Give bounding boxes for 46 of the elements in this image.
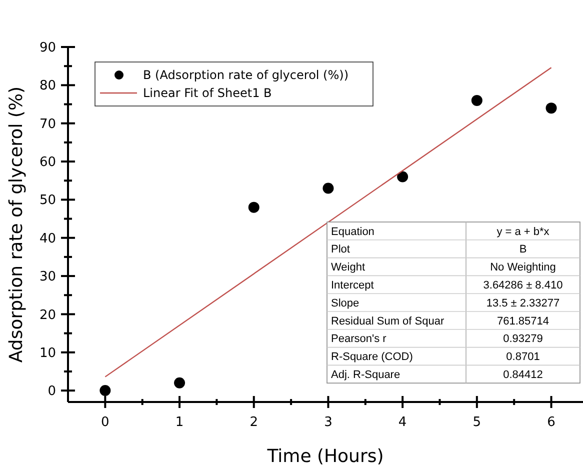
legend-label: B (Adsorption rate of glycerol (%))	[143, 68, 348, 82]
annotation: No Weighting	[490, 262, 556, 274]
annotation: Equation	[331, 226, 374, 238]
point	[322, 182, 334, 194]
annotation: Weight	[331, 262, 366, 274]
point	[100, 385, 111, 396]
y-tick-label: 80	[39, 78, 56, 94]
annotation: Plot	[331, 244, 350, 256]
legend-label: Linear Fit of Sheet1 B	[143, 86, 272, 100]
annotation: Residual Sum of Squar	[331, 315, 444, 328]
y-tick-label: 70	[39, 116, 56, 132]
x-tick-label: 3	[324, 415, 332, 430]
x-axis-title: Time (Hours)	[266, 446, 384, 467]
annotation: R-Square (COD)	[331, 351, 413, 364]
point	[174, 377, 186, 388]
point	[397, 171, 408, 182]
annotation: 3.64286 ± 8.410	[483, 280, 563, 292]
annotation: Adj. R-Square	[331, 369, 400, 381]
y-tick-label: 60	[39, 155, 56, 170]
y-tick-label: 40	[39, 231, 56, 246]
point	[248, 202, 260, 213]
y-tick-label: 10	[39, 346, 56, 361]
annotation: 0.8701	[506, 351, 540, 364]
x-tick-label: 4	[398, 415, 407, 430]
annotation: y = a + b*x	[496, 226, 550, 238]
annotation: 13.5 ± 2.33277	[486, 297, 560, 310]
y-tick-label: 0	[48, 384, 56, 400]
annotation: Slope	[331, 297, 360, 310]
x-tick-label: 6	[547, 415, 556, 430]
x-tick-label: 1	[175, 415, 184, 430]
y-tick-label: 90	[39, 40, 56, 56]
point	[546, 102, 557, 114]
y-tick-label: 50	[39, 193, 56, 208]
x-tick-label: 5	[472, 415, 482, 430]
annotation: Intercept	[331, 280, 374, 292]
x-tick-label: 2	[250, 415, 258, 430]
annotation: 761.85714	[497, 315, 549, 328]
x-tick-label: 0	[101, 415, 110, 430]
annotation: 0.84412	[503, 369, 543, 381]
annotation: 0.93279	[503, 333, 543, 346]
annotation: Pearson's r	[331, 333, 387, 346]
point	[471, 94, 482, 106]
y-tick-label: 20	[39, 308, 56, 323]
annotation: B	[519, 244, 527, 256]
y-axis-title: Adsorption rate of glycerol (%)	[6, 86, 27, 363]
y-tick-label: 30	[39, 270, 56, 285]
